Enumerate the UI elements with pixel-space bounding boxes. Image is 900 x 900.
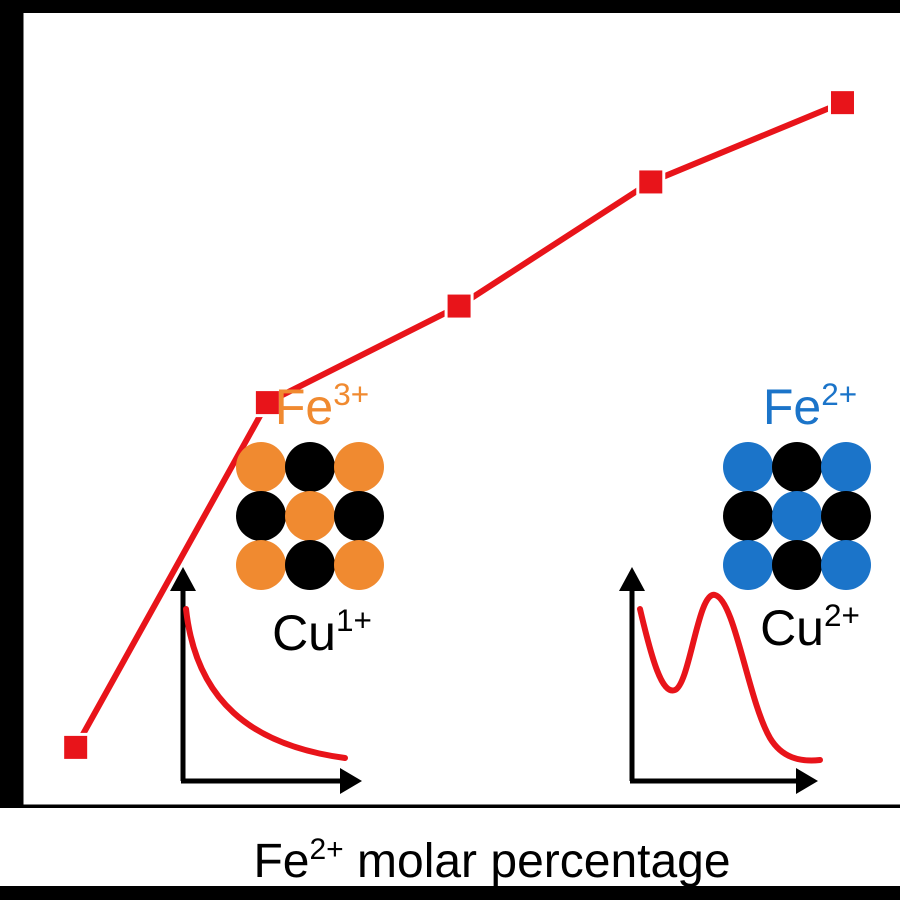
bottom-label-band xyxy=(0,808,900,886)
x-axis-label: Fe2+ molar percentage xyxy=(253,833,730,888)
right-lattice-atom-7 xyxy=(723,540,773,590)
data-point-1 xyxy=(61,732,91,762)
right-lattice-atom-8 xyxy=(772,540,822,590)
right-annotation: Fe2+ Cu2+ xyxy=(619,376,871,794)
right-inset-x-arrow xyxy=(796,768,818,794)
left-lattice-atom-1 xyxy=(236,442,286,492)
plot-area xyxy=(22,13,900,805)
data-point-3 xyxy=(444,291,474,321)
right-lattice-atom-5 xyxy=(772,491,822,541)
data-point-2 xyxy=(252,388,282,418)
left-ion-label: Fe3+ xyxy=(275,376,369,435)
left-lattice-atom-4 xyxy=(236,491,286,541)
left-lattice-atom-7 xyxy=(236,540,286,590)
x-axis-label-suffix: molar percentage xyxy=(344,835,731,888)
right-counter-ion-label: Cu2+ xyxy=(760,597,860,656)
right-lattice-atom-9 xyxy=(821,540,871,590)
right-lattice-atom-4 xyxy=(723,491,773,541)
left-inset-axes xyxy=(170,567,362,794)
right-lattice-atom-1 xyxy=(723,442,773,492)
x-axis-label-prefix: Fe xyxy=(253,835,309,888)
data-point-5 xyxy=(827,88,857,118)
right-inset-axes xyxy=(619,567,818,794)
series-layer xyxy=(61,88,857,762)
left-lattice-atom-9 xyxy=(334,540,384,590)
left-lattice-atom-6 xyxy=(334,491,384,541)
left-lattice-atom-2 xyxy=(285,442,335,492)
left-lattice-atom-3 xyxy=(334,442,384,492)
right-lattice-atom-6 xyxy=(821,491,871,541)
left-lattice-atom-5 xyxy=(285,491,335,541)
data-point-4 xyxy=(636,167,666,197)
x-axis-label-superscript: 2+ xyxy=(309,833,343,866)
left-lattice-atom-8 xyxy=(285,540,335,590)
left-inset-curve xyxy=(183,606,348,761)
right-inset-curve xyxy=(637,592,823,764)
right-lattice-atom-2 xyxy=(772,442,822,492)
right-lattice-atom-3 xyxy=(821,442,871,492)
left-inset-y-arrow xyxy=(170,567,196,591)
left-counter-ion-label: Cu1+ xyxy=(272,602,372,661)
right-inset-y-arrow xyxy=(619,567,645,591)
left-annotation: Fe3+ Cu1+ xyxy=(170,376,384,794)
right-ion-label: Fe2+ xyxy=(763,376,857,435)
annotation-layer: Fe3+ Cu1+ Fe2+ Cu2+ xyxy=(170,376,871,794)
left-inset-x-arrow xyxy=(340,768,362,794)
